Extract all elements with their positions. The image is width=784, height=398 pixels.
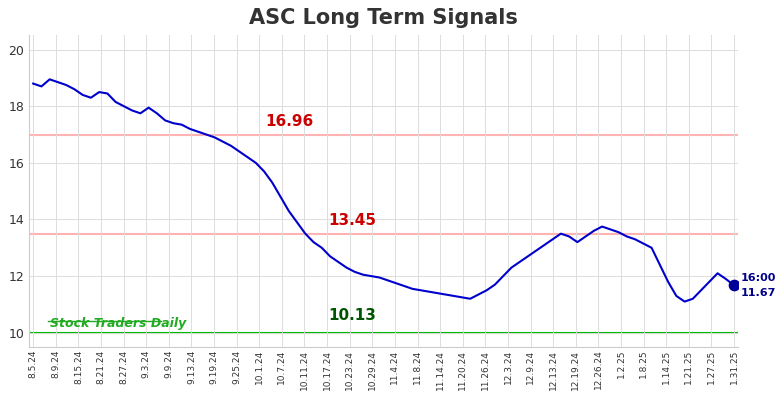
Text: Stock Traders Daily: Stock Traders Daily	[49, 318, 186, 330]
Text: 16.96: 16.96	[265, 113, 313, 129]
Point	[728, 282, 740, 289]
Text: 10.13: 10.13	[328, 308, 376, 324]
Text: 11.67: 11.67	[741, 288, 776, 298]
Text: 16:00: 16:00	[741, 273, 776, 283]
Title: ASC Long Term Signals: ASC Long Term Signals	[249, 8, 518, 28]
Text: 13.45: 13.45	[328, 213, 376, 228]
